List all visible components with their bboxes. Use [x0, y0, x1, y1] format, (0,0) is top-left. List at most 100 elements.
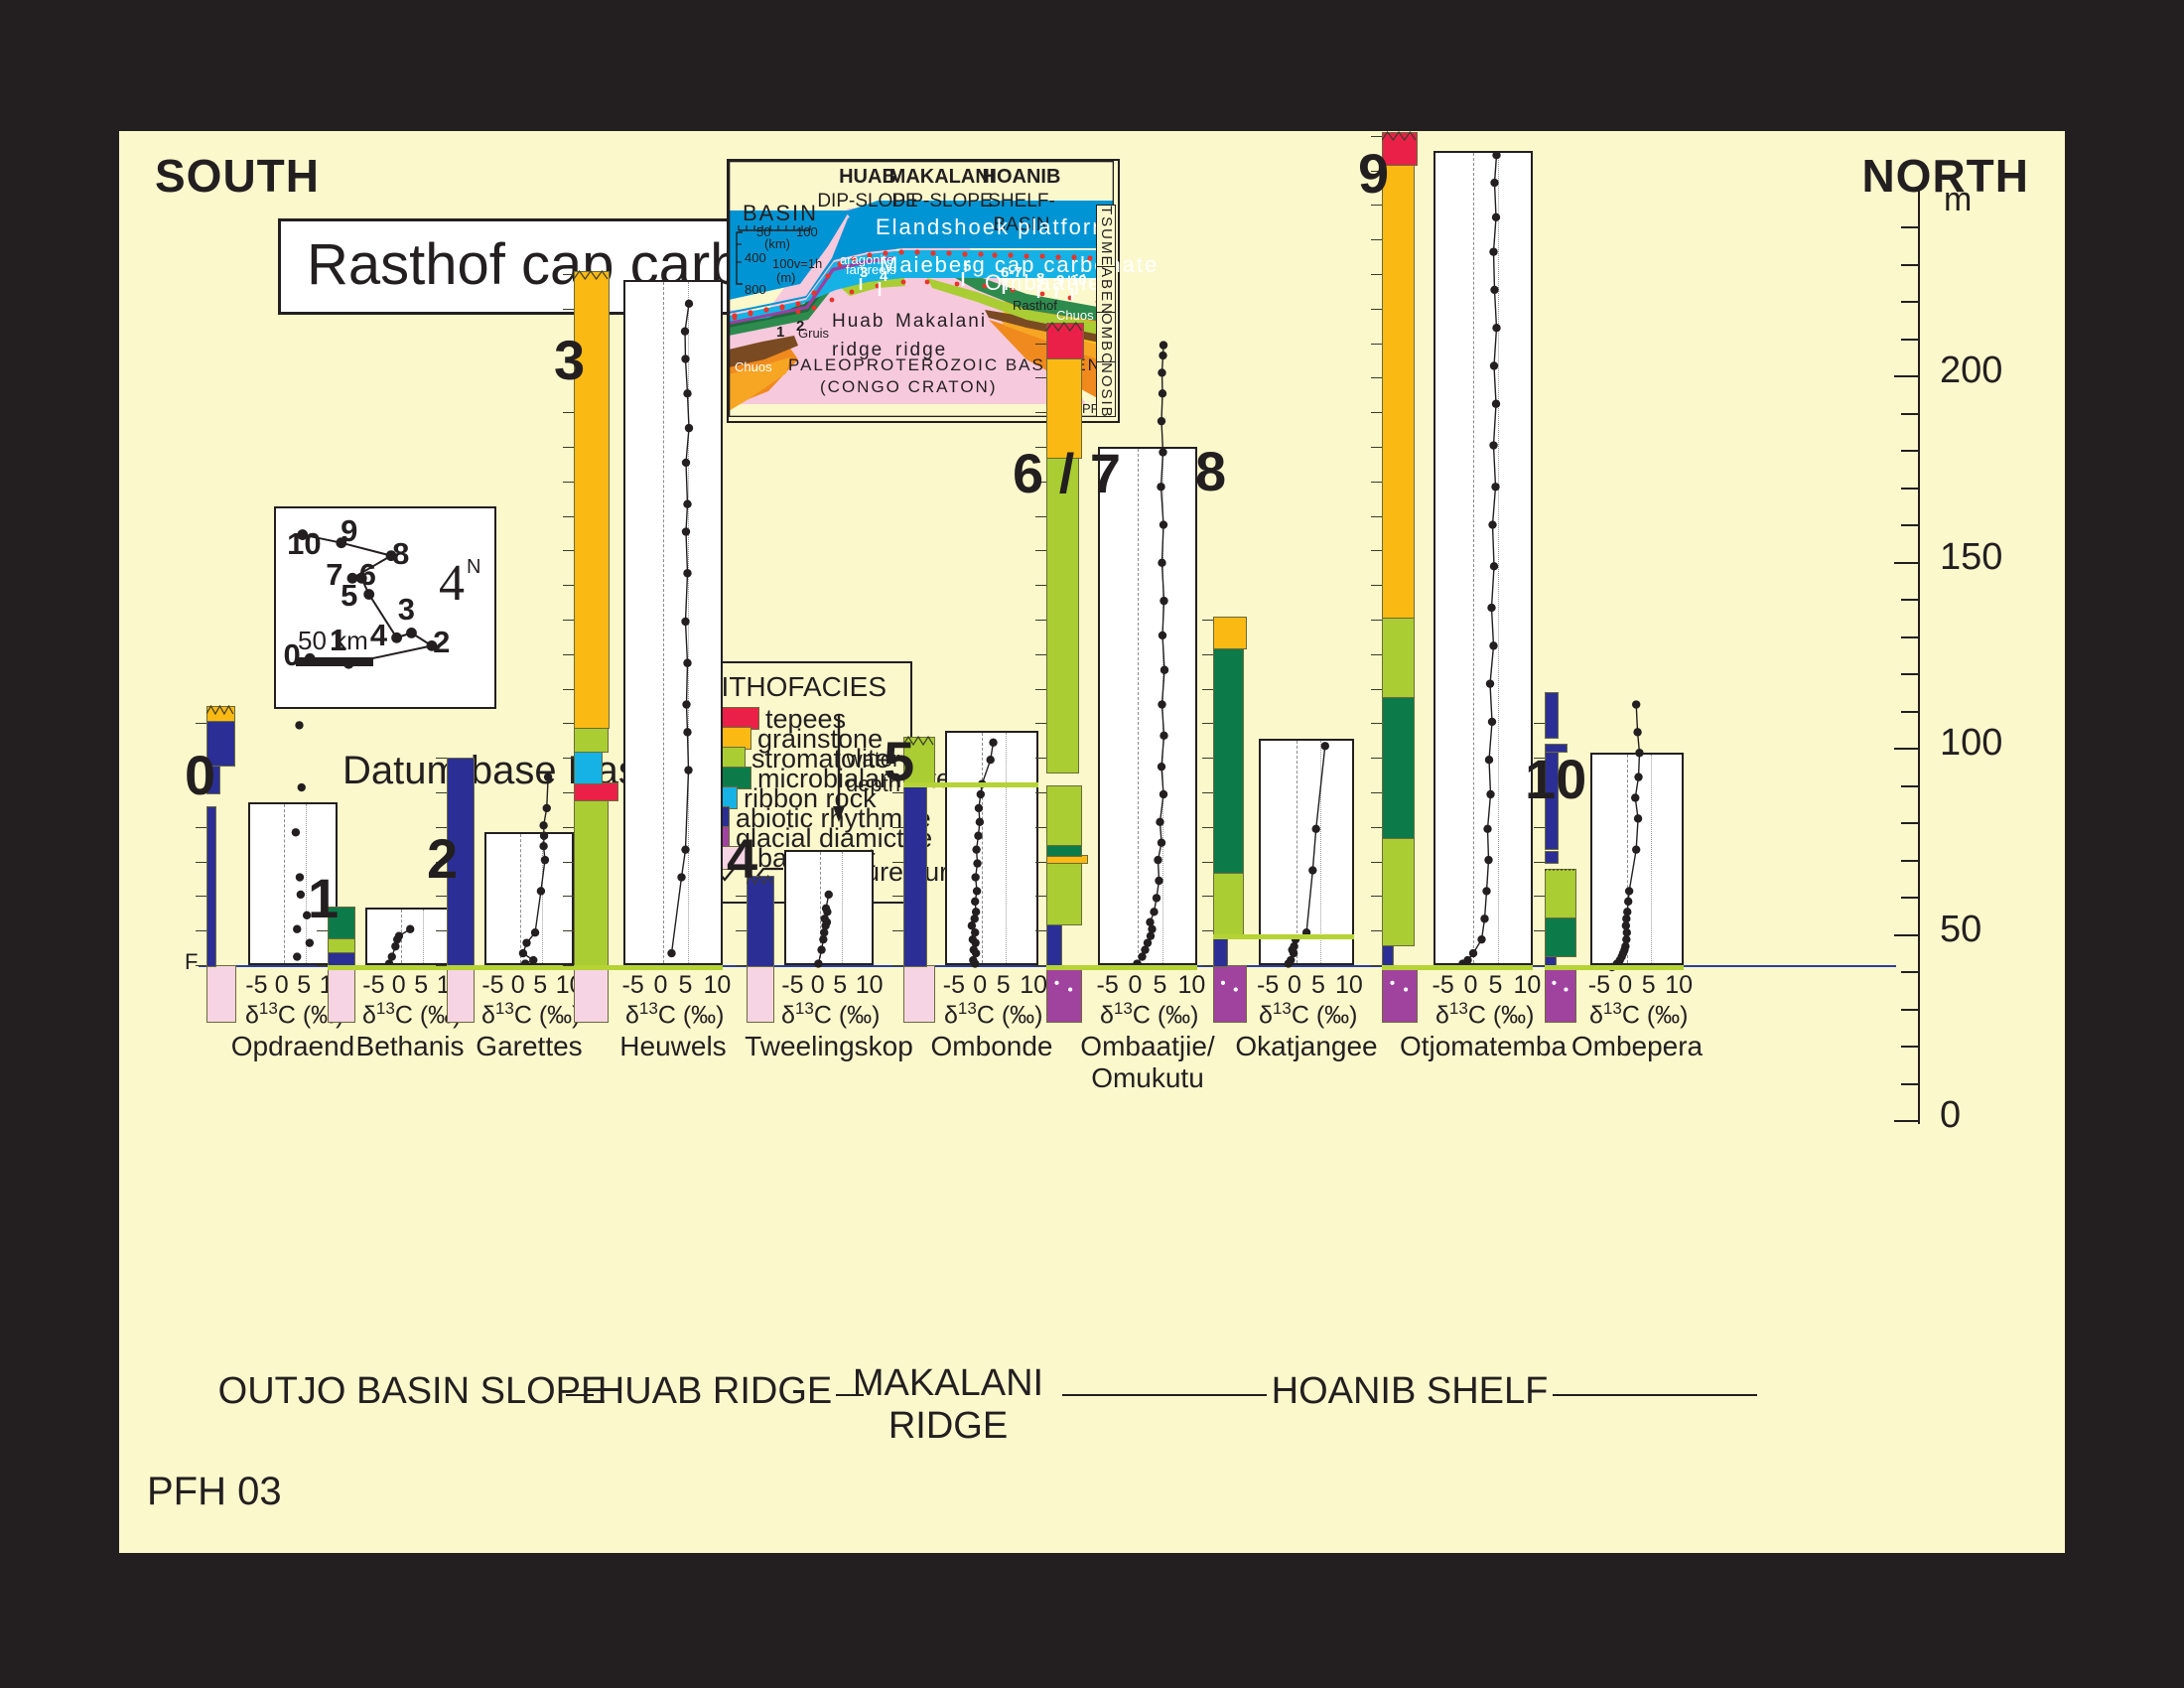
- isotope-axis-tick-67-5: 5: [1153, 971, 1167, 999]
- isotope-axis-tick-8--5: -5: [1257, 971, 1280, 999]
- xsec-scale-100: 100: [796, 224, 818, 239]
- litho-segment-abiotic-rhythmite: [206, 805, 217, 967]
- xsec-section-number-1: 1: [776, 324, 785, 341]
- section-site-name-1: Bethanis: [355, 1031, 465, 1061]
- north-label: NORTH: [1861, 150, 2029, 202]
- isotope-axis-tick-3-0: 0: [653, 971, 668, 999]
- isotope-axis-tick-4-0: 0: [810, 971, 825, 999]
- isotope-gridline-5: [842, 852, 844, 963]
- isotope-axis-tick-2-0: 0: [510, 971, 525, 999]
- litho-segment-stromatolite: [1382, 837, 1416, 947]
- inset-locality-map[interactable]: 0 1 2 3 4 5 6 7 8 9 10 50 km 4 N: [274, 506, 496, 709]
- xsec-label-craton: (CONGO CRATON): [820, 377, 998, 396]
- map-point-label-8: 8: [392, 535, 410, 571]
- isotope-axis-tick-5--5: -5: [942, 971, 965, 999]
- isotope-axis-tick-67-0: 0: [1128, 971, 1143, 999]
- map-scale-bar: [296, 657, 373, 666]
- section-number-67: 6 / 7: [1013, 442, 1121, 504]
- section-number-3: 3: [554, 329, 586, 391]
- scale-tick-minor: [1901, 599, 1918, 601]
- scale-tick-minor: [1901, 301, 1918, 303]
- map-point-label-3: 3: [397, 592, 415, 628]
- legend-label: ribbon rock: [744, 783, 877, 813]
- isotope-gridline-0: [283, 804, 285, 963]
- xsec-scale-50: 50: [756, 224, 771, 239]
- isotope-gridline-0: [819, 852, 821, 963]
- scale-tick-minor: [1901, 822, 1918, 824]
- map-scale-label: 50 km: [298, 626, 368, 655]
- scale-tick-minor: [1901, 338, 1918, 341]
- map-point-label-6: 6: [358, 556, 376, 592]
- tepee-notch-icon: [903, 736, 934, 747]
- isotope-plot-67: [1098, 341, 1197, 968]
- exposure-surface-icon: [1545, 869, 1574, 871]
- isotope-plot-3: [623, 280, 723, 965]
- section-site-name-0: Opdraend: [230, 1031, 355, 1061]
- isotope-axis-tick-10--5: -5: [1587, 971, 1610, 999]
- scale-spine: [1918, 191, 1920, 1124]
- litho-segment-abiotic-rhythmite: [1545, 851, 1559, 864]
- section-number-10: 10: [1525, 748, 1587, 810]
- green-datum-line-8: [1213, 933, 1354, 939]
- section-number-2: 2: [427, 827, 459, 890]
- litho-segment-ribbon-rock: [574, 751, 604, 784]
- section-number-0: 0: [185, 744, 216, 806]
- legend-label: tepees: [765, 704, 847, 734]
- legend-title: LITHOFACIES: [705, 671, 887, 702]
- section-number-4: 4: [727, 827, 758, 890]
- legend-label: stromatolite: [751, 744, 890, 774]
- isotope-series-2: [518, 773, 553, 968]
- isotope-series-9: [1458, 151, 1501, 968]
- section-site-name-67: Ombaatjie/Omukutu: [1080, 1031, 1215, 1093]
- isotope-axis-tick-10-0: 0: [1618, 971, 1633, 999]
- xsec-label-huab-ridge: Huab ridge: [832, 311, 886, 360]
- scale-tick-major: [1894, 375, 1918, 377]
- litho-segment-basement: [574, 965, 609, 1023]
- litho-segment-stromatolite: [1046, 785, 1082, 847]
- scale-tick-minor: [1901, 859, 1918, 862]
- section-site-name-2: Garettes: [476, 1031, 583, 1061]
- scale-label: 0: [1940, 1094, 1962, 1136]
- litho-segment-glacial-diamictite: [1046, 965, 1082, 1023]
- isotope-series-3: [667, 299, 694, 958]
- litho-segment-abiotic-rhythmite: [1545, 692, 1559, 740]
- isotope-gridline-5: [1497, 153, 1499, 963]
- isotope-gridline-5: [306, 804, 308, 963]
- xsec-scale-800: 800: [745, 282, 766, 297]
- diamictite-notch-icon: [748, 953, 771, 966]
- xsec-label-elandshoek: Elandshoek platform: [876, 214, 1113, 239]
- isotope-axis-caption-5: δ13C (‰): [944, 999, 1043, 1030]
- province-label-0: OUTJO BASIN SLOPE: [217, 1370, 607, 1412]
- section-number-1: 1: [308, 867, 340, 929]
- xsec-header-1: MAKALANI DIP-SLOPE: [888, 166, 996, 211]
- isotope-axis-tick-3-5: 5: [678, 971, 693, 999]
- xsec-label-aragonite: aragonite: [840, 252, 894, 267]
- isotope-axis-tick-4-10: 10: [855, 971, 884, 999]
- scale-tick-minor: [1901, 1046, 1918, 1048]
- green-datum-line-1: [328, 965, 455, 970]
- scale-tick-minor: [1901, 263, 1918, 266]
- xsec-scale-m: (m): [776, 270, 796, 285]
- isotope-axis-tick-1--5: -5: [362, 971, 385, 999]
- litho-segment-basement: [447, 965, 475, 1023]
- green-datum-line-10: [1545, 965, 1684, 970]
- isotope-plot-5: [945, 731, 1038, 968]
- section-site-name-5: Ombonde: [930, 1031, 1053, 1061]
- province-labels-layer: OUTJO BASIN SLOPE HUAB RIDGE MAKALANI RIDGE…: [119, 131, 2065, 1553]
- isotope-axis-tick-2-5: 5: [533, 971, 548, 999]
- scale-label: 100: [1940, 722, 2003, 764]
- inset-cross-section[interactable]: HUAB DIP-SLOPE MAKALANI DIP-SLOPE HOANIB SHEL…: [727, 159, 1157, 423]
- isotope-axis-caption-2: δ13C (‰): [481, 999, 581, 1030]
- xsec-scale-400: 400: [745, 250, 766, 265]
- litho-segment-grainstone: [574, 270, 610, 729]
- scale-tick-major: [1894, 1120, 1918, 1122]
- scale-tick-major: [1894, 933, 1918, 936]
- isotope-plot-9: [1433, 151, 1533, 968]
- isotope-gridline-0: [662, 282, 664, 963]
- section-site-name-3: Heuwels: [619, 1031, 727, 1061]
- map-point-label-2: 2: [433, 624, 451, 659]
- isotope-plot-4: [784, 850, 874, 968]
- isotope-plot-2: [484, 773, 574, 968]
- section-site-name-9: Otjomatemba: [1399, 1031, 1568, 1061]
